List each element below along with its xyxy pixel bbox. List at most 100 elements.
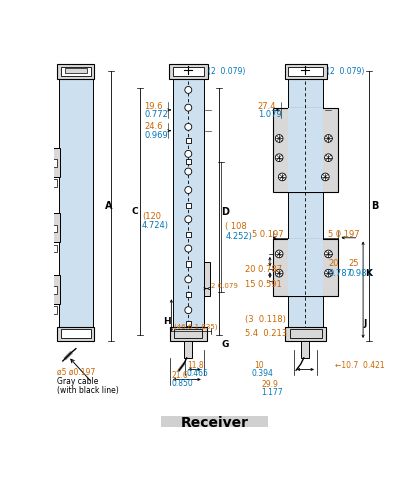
Bar: [51, 286, 58, 294]
Bar: [174, 329, 202, 338]
Circle shape: [325, 134, 332, 142]
Bar: [289, 67, 323, 76]
Bar: [285, 327, 326, 341]
Bar: [285, 64, 327, 79]
Text: ø5 ø0.197: ø5 ø0.197: [58, 367, 96, 376]
Bar: [289, 108, 323, 192]
Text: Gray cable: Gray cable: [58, 376, 99, 385]
Text: (2  0.079): (2 0.079): [327, 67, 364, 76]
Bar: [186, 292, 191, 298]
Circle shape: [185, 331, 192, 338]
Bar: [186, 321, 191, 326]
Text: 21.6: 21.6: [171, 371, 188, 380]
Text: B: B: [372, 201, 379, 211]
Text: 29.9: 29.9: [261, 380, 278, 389]
Text: 11.8: 11.8: [187, 361, 203, 370]
Text: 0.969: 0.969: [144, 131, 168, 140]
Circle shape: [276, 154, 283, 162]
Circle shape: [185, 245, 192, 252]
Circle shape: [185, 276, 192, 283]
Bar: [61, 329, 91, 338]
Text: 1.079: 1.079: [257, 110, 281, 119]
Text: 0.394: 0.394: [252, 369, 273, 378]
Circle shape: [185, 104, 192, 111]
Text: 5.4  0.213: 5.4 0.213: [244, 329, 286, 338]
Bar: [51, 225, 58, 232]
Bar: [50, 148, 60, 177]
Bar: [59, 79, 93, 341]
Circle shape: [322, 173, 329, 181]
Circle shape: [276, 250, 283, 258]
Bar: [173, 79, 204, 341]
Text: 0.772: 0.772: [144, 110, 168, 119]
Bar: [169, 64, 207, 79]
Circle shape: [325, 269, 332, 277]
Bar: [186, 261, 191, 267]
Bar: [51, 306, 58, 314]
Bar: [61, 67, 91, 76]
Text: 0.787: 0.787: [328, 269, 352, 278]
Circle shape: [185, 123, 192, 131]
Bar: [273, 108, 339, 192]
Text: Receiver: Receiver: [181, 416, 249, 430]
Bar: [58, 327, 94, 341]
Text: C: C: [131, 207, 138, 216]
Bar: [204, 262, 210, 296]
Text: ←10.7  0.421: ←10.7 0.421: [335, 361, 384, 370]
Bar: [51, 179, 58, 187]
Circle shape: [185, 216, 192, 223]
Circle shape: [325, 250, 332, 258]
Text: 27.4: 27.4: [257, 102, 276, 110]
Text: H: H: [163, 317, 171, 326]
Text: 20 0.787: 20 0.787: [244, 265, 282, 274]
Text: ( 108: ( 108: [225, 223, 247, 231]
Text: (46.6 1.835): (46.6 1.835): [174, 324, 218, 330]
Bar: [50, 213, 60, 242]
Text: 1.177: 1.177: [261, 388, 283, 397]
Circle shape: [185, 150, 192, 157]
Text: 25: 25: [349, 260, 359, 268]
Bar: [186, 159, 191, 164]
Bar: [186, 138, 191, 144]
Bar: [58, 64, 94, 79]
Text: (2  0.079): (2 0.079): [207, 67, 245, 76]
Text: 4.724): 4.724): [142, 221, 169, 230]
Text: (3  0.118): (3 0.118): [244, 315, 285, 324]
Circle shape: [325, 154, 332, 162]
Bar: [273, 239, 339, 296]
Text: 4.252): 4.252): [225, 232, 252, 241]
Circle shape: [185, 86, 192, 94]
Text: 2 0.079: 2 0.079: [211, 283, 238, 288]
Text: D: D: [221, 206, 229, 216]
Bar: [184, 341, 192, 358]
Circle shape: [185, 187, 192, 193]
Text: 0.850: 0.850: [171, 379, 193, 388]
Text: G: G: [221, 339, 229, 348]
Bar: [51, 159, 58, 167]
Bar: [65, 68, 87, 73]
Text: J: J: [364, 319, 367, 328]
Text: 15 0.591: 15 0.591: [244, 280, 281, 289]
Text: 5 0.197: 5 0.197: [252, 230, 284, 239]
Text: 20: 20: [328, 260, 339, 268]
Circle shape: [185, 168, 192, 175]
Bar: [51, 245, 58, 252]
Text: A: A: [105, 201, 113, 211]
Text: 5 0.197: 5 0.197: [328, 230, 359, 239]
Bar: [170, 327, 207, 341]
Bar: [290, 329, 322, 338]
Text: (120: (120: [142, 212, 161, 221]
Text: 0.984: 0.984: [349, 269, 372, 278]
Circle shape: [278, 173, 286, 181]
Circle shape: [276, 134, 283, 142]
Bar: [186, 232, 191, 238]
Bar: [50, 275, 60, 304]
Circle shape: [276, 269, 283, 277]
Text: (with black line): (with black line): [58, 386, 119, 395]
Text: 24.6: 24.6: [144, 122, 163, 132]
Text: 0.465: 0.465: [187, 369, 209, 378]
Bar: [302, 341, 309, 358]
Text: 19.6: 19.6: [144, 102, 163, 110]
Text: 10: 10: [254, 361, 263, 370]
Text: K: K: [365, 269, 372, 278]
